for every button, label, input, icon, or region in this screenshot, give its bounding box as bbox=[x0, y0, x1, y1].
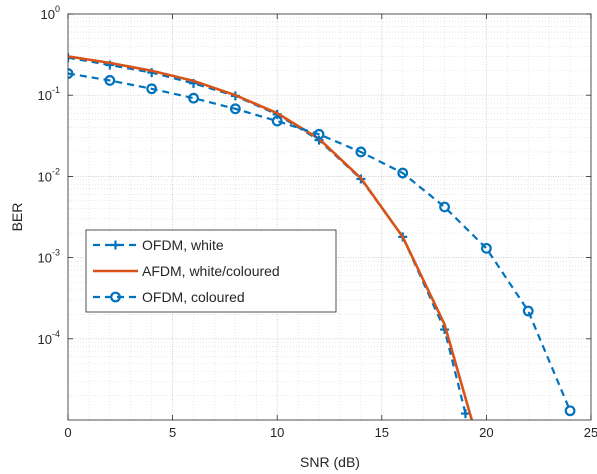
legend-label: AFDM, white/coloured bbox=[142, 263, 280, 279]
y-tick-label: 10-2 bbox=[38, 166, 60, 184]
data-point bbox=[188, 92, 199, 104]
data-point bbox=[397, 167, 409, 179]
y-tick-label: 10-4 bbox=[38, 329, 60, 347]
y-tick-label: 100 bbox=[41, 4, 60, 22]
series-layer bbox=[68, 53, 576, 420]
data-point bbox=[229, 103, 241, 115]
data-point bbox=[271, 115, 283, 127]
major-grid bbox=[68, 14, 591, 420]
legend-label: OFDM, coloured bbox=[142, 289, 245, 305]
x-tick-label: 10 bbox=[270, 425, 284, 440]
tick-labels: 0 5 10 15 20 25 100 10-1 10-2 10-3 10-4 bbox=[38, 4, 597, 440]
legend-item: OFDM, white bbox=[93, 237, 224, 253]
data-point bbox=[522, 305, 534, 317]
plot-background bbox=[68, 14, 591, 420]
x-tick-label: 15 bbox=[375, 425, 389, 440]
data-point bbox=[460, 409, 470, 419]
data-point bbox=[146, 83, 158, 95]
plot-frame bbox=[67, 13, 592, 421]
x-axis-label: SNR (dB) bbox=[300, 454, 360, 470]
legend-item: OFDM, coloured bbox=[93, 289, 245, 305]
data-point bbox=[481, 242, 492, 254]
legend-item: AFDM, white/coloured bbox=[93, 263, 280, 279]
series-line bbox=[68, 72, 572, 412]
legend-marker bbox=[110, 291, 121, 303]
legend-label: OFDM, white bbox=[142, 237, 224, 253]
series-line bbox=[68, 55, 474, 420]
x-tick-label: 20 bbox=[479, 425, 493, 440]
data-point bbox=[439, 201, 450, 213]
series-2 bbox=[68, 55, 474, 420]
legend-marker bbox=[111, 240, 120, 250]
y-tick-label: 10-3 bbox=[38, 248, 60, 266]
data-point bbox=[355, 146, 367, 158]
x-tick-label: 0 bbox=[64, 425, 71, 440]
data-point bbox=[313, 128, 325, 140]
data-point bbox=[564, 405, 576, 417]
data-point bbox=[104, 75, 116, 86]
y-tick-label: 10-1 bbox=[38, 85, 60, 103]
x-tick-label: 25 bbox=[584, 425, 597, 440]
x-tick-label: 5 bbox=[169, 425, 176, 440]
axis-ticks bbox=[67, 13, 592, 420]
y-axis-label: BER bbox=[9, 203, 25, 232]
legend: OFDM, white AFDM, white/coloured OFDM, col… bbox=[85, 229, 337, 313]
